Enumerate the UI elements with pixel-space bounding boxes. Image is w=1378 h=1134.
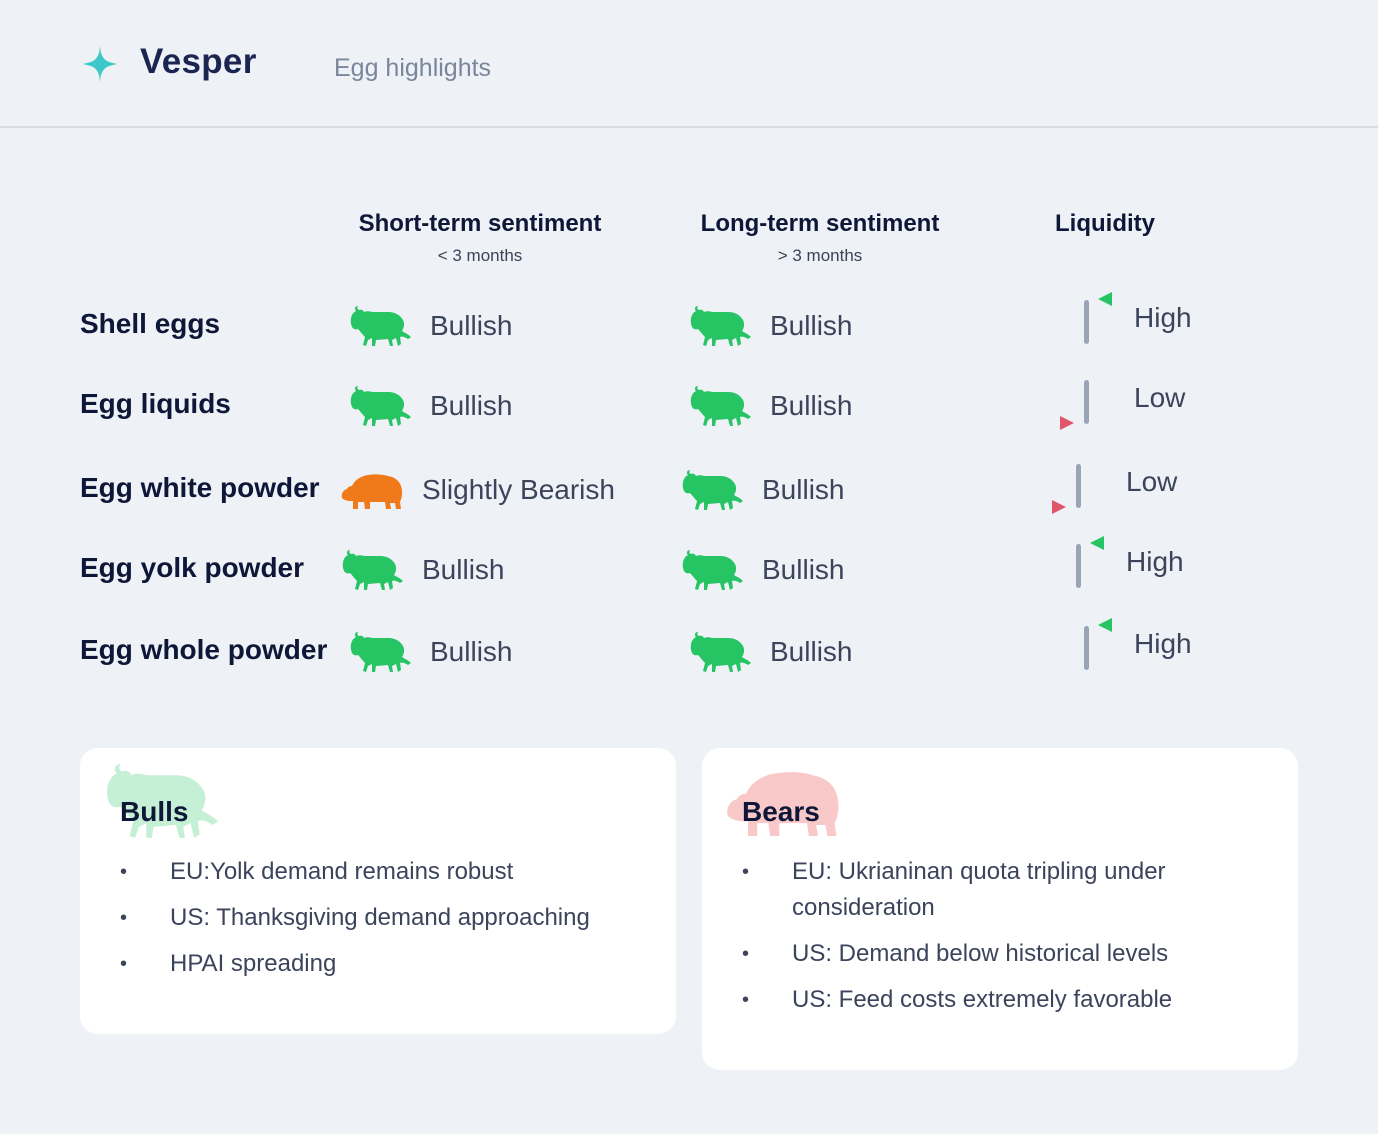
long-term-header: Long-term sentiment > 3 months xyxy=(670,210,970,266)
short-term-value: Bullish xyxy=(430,636,513,667)
list-item: US: Thanksgiving demand approaching xyxy=(120,900,590,936)
bull-icon xyxy=(688,630,752,674)
bull-icon xyxy=(688,304,752,348)
long-term-value: Bullish xyxy=(770,636,853,667)
sparkle-icon xyxy=(82,46,118,82)
liquidity-cell: High xyxy=(1048,536,1208,606)
bears-card: Bears EU: Ukrianinan quota tripling unde… xyxy=(702,748,1298,1070)
liquidity-bar xyxy=(1076,544,1081,588)
long-term-subtitle: > 3 months xyxy=(777,246,863,265)
short-term-cell: Bullish xyxy=(348,630,512,674)
long-term-value: Bullish xyxy=(762,554,845,585)
long-term-cell: Bullish xyxy=(688,630,852,674)
row-label-shell-eggs: Shell eggs xyxy=(80,308,221,339)
row-label-egg-white-powder: Egg white powder xyxy=(80,472,320,503)
row-label-egg-yolk-powder: Egg yolk powder xyxy=(80,552,305,583)
bears-list: EU: Ukrianinan quota tripling under cons… xyxy=(742,854,1222,1028)
long-term-cell: Bullish xyxy=(680,468,844,512)
liquidity-bar xyxy=(1084,300,1089,344)
bull-icon xyxy=(348,304,412,348)
bull-icon xyxy=(348,384,412,428)
liquidity-header: Liquidity xyxy=(1030,210,1180,238)
list-item: EU: Ukrianinan quota tripling under cons… xyxy=(742,854,1222,926)
long-term-value: Bullish xyxy=(770,310,853,341)
liquidity-cell: Low xyxy=(1048,456,1208,526)
long-term-value: Bullish xyxy=(762,474,845,505)
short-term-subtitle: < 3 months xyxy=(437,246,523,265)
liquidity-value: High xyxy=(1134,302,1192,333)
list-item: EU:Yolk demand remains robust xyxy=(120,854,590,890)
bull-icon xyxy=(348,630,412,674)
list-item: HPAI spreading xyxy=(120,946,590,982)
list-item: US: Demand below historical levels xyxy=(742,936,1222,972)
bears-title: Bears xyxy=(742,796,820,827)
long-term-value: Bullish xyxy=(770,390,853,421)
long-term-title: Long-term sentiment xyxy=(700,210,940,237)
bull-icon xyxy=(680,548,744,592)
header-bar: Vesper Egg highlights xyxy=(0,0,1378,128)
bull-icon xyxy=(340,548,404,592)
short-term-cell: Bullish xyxy=(348,304,512,348)
liquidity-cell: Low xyxy=(1056,372,1216,442)
liquidity-value: Low xyxy=(1134,382,1186,413)
liquidity-high-flag-icon xyxy=(1098,292,1112,306)
short-term-cell: Bullish xyxy=(348,384,512,428)
long-term-cell: Bullish xyxy=(688,304,852,348)
liquidity-bar xyxy=(1076,464,1081,508)
short-term-value: Bullish xyxy=(422,554,505,585)
page-title: Egg highlights xyxy=(334,54,492,82)
liquidity-bar xyxy=(1084,626,1089,670)
liquidity-low-flag-icon xyxy=(1060,416,1074,430)
liquidity-cell: High xyxy=(1056,618,1216,688)
liquidity-high-flag-icon xyxy=(1098,618,1112,632)
short-term-value: Bullish xyxy=(430,390,513,421)
liquidity-title: Liquidity xyxy=(1055,210,1155,237)
short-term-cell: Slightly Bearish xyxy=(340,468,615,512)
short-term-value: Bullish xyxy=(430,310,513,341)
bull-icon xyxy=(688,384,752,428)
liquidity-bar xyxy=(1084,380,1089,424)
bulls-card: Bulls EU:Yolk demand remains robust US: … xyxy=(80,748,676,1034)
row-label-egg-liquids: Egg liquids xyxy=(80,388,231,419)
bulls-title: Bulls xyxy=(120,796,189,827)
list-item: US: Feed costs extremely favorable xyxy=(742,982,1222,1018)
brand-name[interactable]: Vesper xyxy=(140,42,257,81)
long-term-cell: Bullish xyxy=(680,548,844,592)
bear-icon xyxy=(340,468,404,512)
liquidity-cell: High xyxy=(1056,292,1216,362)
short-term-value: Slightly Bearish xyxy=(422,474,615,505)
liquidity-value: High xyxy=(1134,628,1192,659)
liquidity-value: Low xyxy=(1126,466,1178,497)
short-term-header: Short-term sentiment < 3 months xyxy=(330,210,630,266)
liquidity-value: High xyxy=(1126,546,1184,577)
short-term-cell: Bullish xyxy=(340,548,504,592)
bulls-list: EU:Yolk demand remains robust US: Thanks… xyxy=(120,854,590,992)
liquidity-high-flag-icon xyxy=(1090,536,1104,550)
short-term-title: Short-term sentiment xyxy=(358,210,602,237)
liquidity-low-flag-icon xyxy=(1052,500,1066,514)
long-term-cell: Bullish xyxy=(688,384,852,428)
row-label-egg-whole-powder: Egg whole powder xyxy=(80,634,328,665)
bull-icon xyxy=(680,468,744,512)
